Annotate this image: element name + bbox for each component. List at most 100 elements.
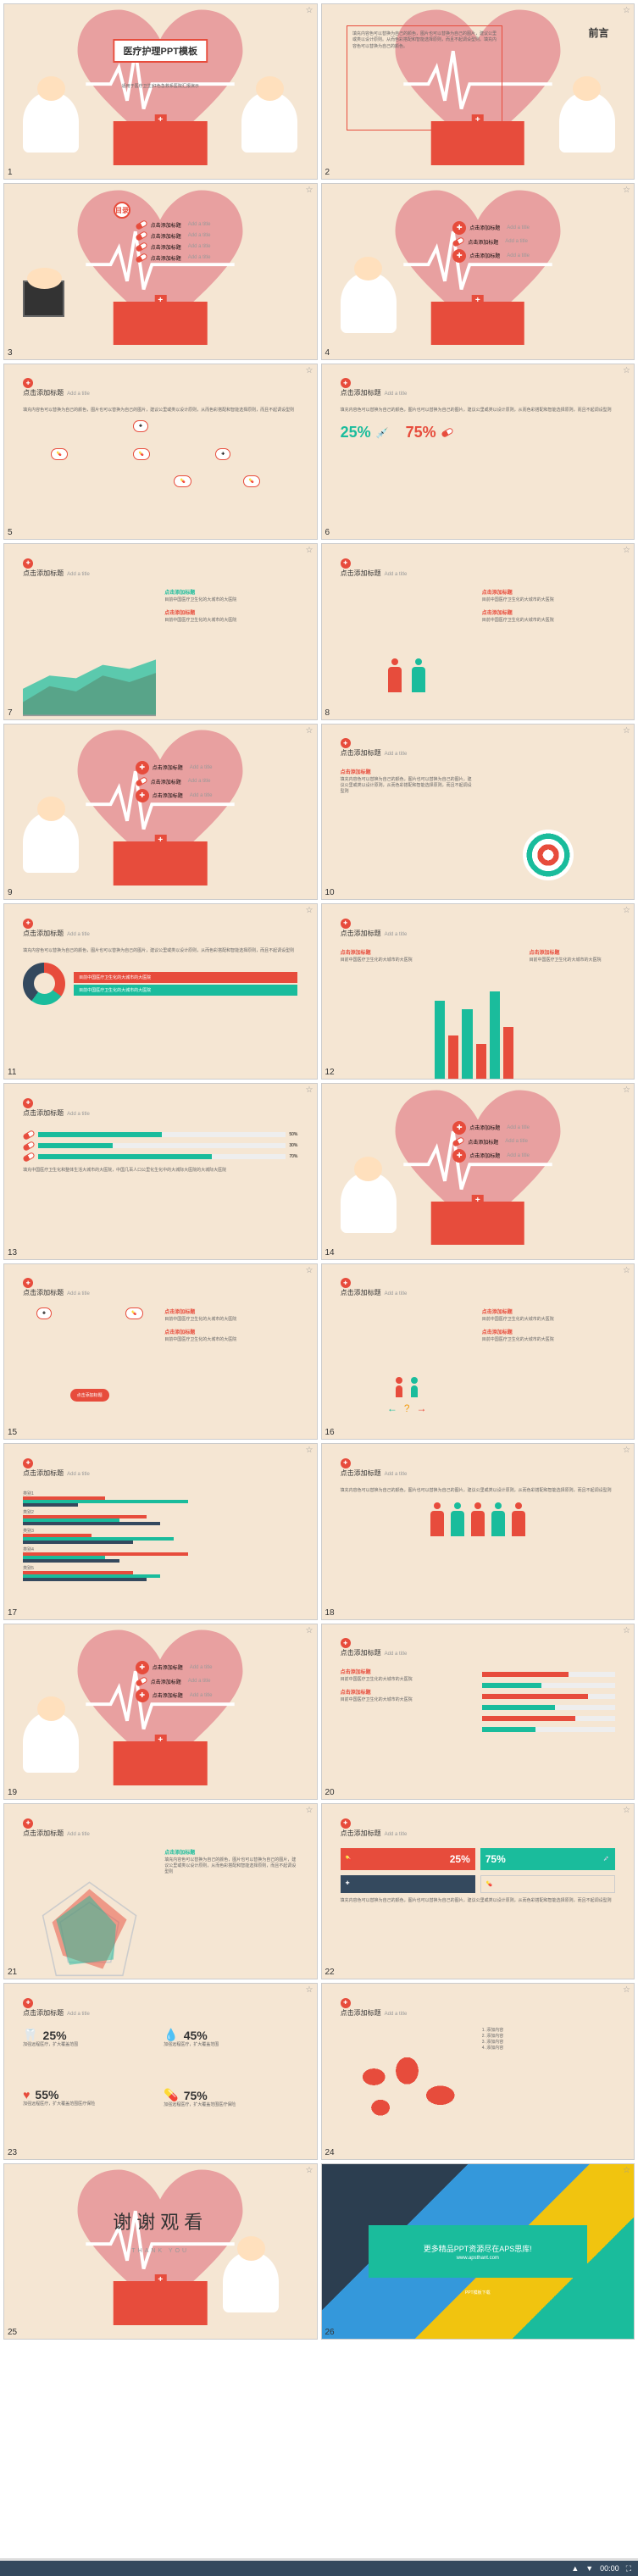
text: 目前中国医疗卫生化的大城市的大医院 [164,618,297,624]
section-title: ✚ 点击添加标题Add a title [341,1818,408,1838]
bar-chart [435,948,520,1080]
star-icon: ☆ [306,1985,313,1995]
star-icon: ☆ [623,1985,630,1995]
hospital-building [114,841,208,886]
subhead: 点击添加标题 [341,1688,474,1696]
text: 填充内容色可以替换为自己的颜色，图片也可以替换为自己的图片，建议公里或类以设计原… [341,777,474,795]
nurse-right [241,92,297,153]
hospital-building [430,302,524,346]
slide-number: 12 [325,1068,335,1077]
star-icon: ☆ [306,726,313,736]
medkit-icon: ✚ [136,761,149,774]
section-item: ✚点击添加标题 Add a title [452,249,530,263]
tree-node: 💊 [174,475,191,487]
toc-item: 点击添加标题 Add a title [136,221,211,229]
slide-number: 23 [8,2148,17,2157]
section-title: ✚ 点击添加标题Add a title [341,1458,408,1478]
slide-number: 8 [325,708,330,718]
text: 目前中国医疗卫生化的大城市的大医院 [341,958,426,963]
section-item: ✚点击添加标题 Add a title [452,1149,530,1163]
person-female-icon [410,658,427,692]
section-item: ✚点击添加标题 Add a title [452,221,530,235]
pill-icon [135,253,148,264]
radar-chart [23,1848,156,1980]
slide-23: ✚ 点击添加标题Add a title 🦷25% 加强远程医疗，扩大覆盖范围 💧… [3,1983,318,2159]
stat-block: 🦷25% 加强远程医疗，扩大覆盖范围 [23,2028,157,2081]
slide-number: 13 [8,1248,17,1257]
heart-icon: ♥ [23,2088,30,2101]
subhead: 点击添加标题 [482,608,615,616]
hospital-building [430,1202,524,1246]
star-icon: ☆ [306,1266,313,1275]
slide-4: ✚点击添加标题 Add a title 点击添加标题 Add a title ✚… [321,183,635,359]
callout: 目前中国医疗卫生化的大城市的大医院 [74,972,297,983]
nurse-left [341,1172,397,1233]
prev-icon[interactable]: ▲ [571,2564,579,2573]
section-title: ✚ 点击添加标题Add a title [23,1098,90,1118]
section-item: ✚点击添加标题 Add a title [136,1661,213,1674]
preface-title: 前言 [589,25,609,40]
question-icon: ? [404,1402,410,1414]
timer: 00:00 [600,2564,619,2573]
arrow-left-icon: ← [387,1402,397,1414]
medkit-icon: ✚ [136,789,149,802]
nurse-left [23,812,79,873]
subhead: 点击添加标题 [341,768,474,775]
pill-icon: 💊 [486,1882,492,1887]
person-icon [409,1377,419,1397]
medkit-icon: ✚ [23,1458,33,1468]
stat-1: 25%💉 [341,424,389,441]
list-item: 2. 添加内容 [482,2034,615,2040]
medkit-icon: ✚ [341,1458,351,1468]
fullscreen-icon[interactable]: ⛶ [626,2564,631,2573]
target-chart [523,830,574,880]
footer-bar: ▲ ▼ 00:00 ⛶ [0,2561,638,2576]
medkit-icon: ✚ [23,1818,33,1829]
section-item: 点击添加标题 Add a title [452,238,528,246]
toc-item: 点击添加标题 Add a title [136,254,211,262]
section-title: ✚ 点击添加标题Add a title [341,1998,408,2018]
slide-number: 24 [325,2148,335,2157]
text: 目前中国医疗卫生化的大城市的大医院 [341,1677,474,1683]
promo-note: PPT模板下载 [465,2290,491,2296]
text: 目前中国医疗卫生化的大城市的大医院 [529,958,614,963]
subhead: 点击添加标题 [482,1307,615,1315]
people-row [341,1502,615,1536]
star-icon: ☆ [623,726,630,736]
syringe-icon: 💉 [376,427,389,439]
slide-number: 20 [325,1788,335,1797]
donut-chart [23,963,65,1005]
subhead: 点击添加标题 [164,1307,297,1315]
star-icon: ☆ [306,1085,313,1095]
list-item: 3. 添加内容 [482,2040,615,2046]
syringe-icon: 💉 [603,1856,609,1862]
star-icon: ☆ [623,2166,630,2175]
next-icon[interactable]: ▼ [585,2564,593,2573]
star-icon: ☆ [623,1085,630,1095]
medkit-icon: ✚ [452,1121,466,1135]
thank-subtitle: THANK YOU [131,2248,189,2254]
world-map [341,2028,474,2160]
slide-number: 15 [8,1428,17,1437]
star-icon: ☆ [623,186,630,195]
slide-number: 18 [325,1608,335,1618]
person-icon [490,1502,507,1536]
text: 目前中国医疗卫生化的大城市的大医院 [482,618,615,624]
medkit-icon: ✚ [136,1689,149,1702]
pill-icon [452,236,465,247]
stat-box: 💊25% [341,1848,475,1870]
section-title: ✚ 点击添加标题Add a title [23,1458,90,1478]
section-item: 点击添加标题 Add a title [452,1138,528,1146]
star-icon: ☆ [623,366,630,375]
node: ✚ [36,1307,52,1319]
slide-number: 10 [325,888,335,897]
slide-14: ✚点击添加标题 Add a title 点击添加标题 Add a title ✚… [321,1083,635,1259]
medkit-icon: ✚ [346,1881,350,1886]
slide-15: ✚ 点击添加标题Add a title 点击添加标题 ✚ 💊 💊 ✚ 点击添加标… [3,1263,318,1440]
node: 💊 [125,1307,142,1319]
stat-2: 75% [406,424,453,441]
pill-icon [452,1136,465,1147]
star-icon: ☆ [623,1626,630,1635]
medkit-icon: ✚ [341,1818,351,1829]
text: 目前中国医疗卫生化的大城市的大医院 [482,597,615,603]
